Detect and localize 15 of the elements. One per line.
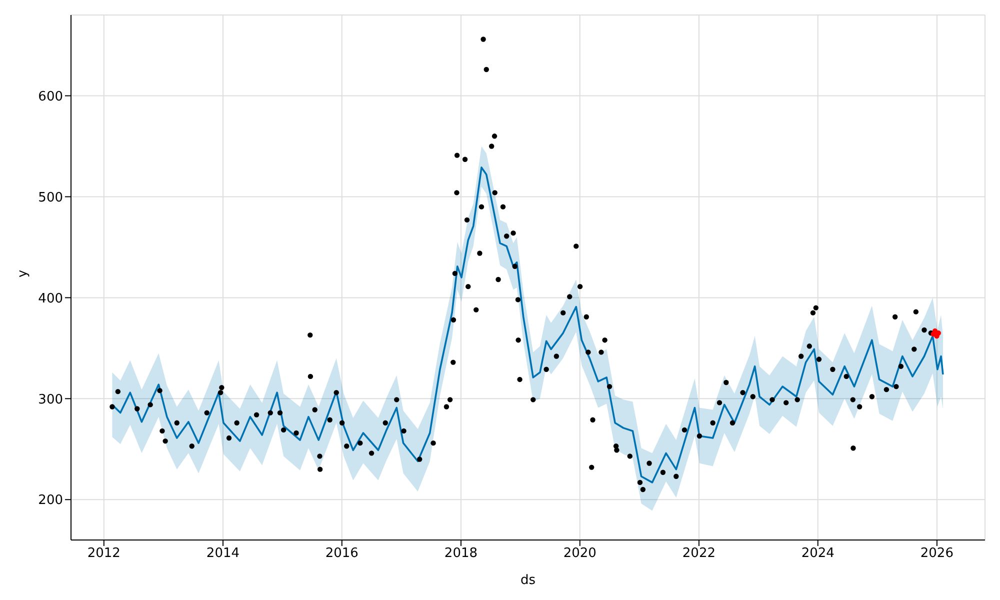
y-tick-label: 500	[38, 190, 63, 206]
y-tick-label: 200	[38, 493, 63, 508]
y-tick-label: 300	[38, 392, 63, 408]
x-tick-label: 2012	[87, 546, 120, 562]
x-tick-label: 2018	[444, 546, 478, 562]
y-tick-label: 400	[38, 291, 63, 306]
x-tick-label: 2022	[682, 546, 716, 562]
x-tick-label: 2016	[325, 546, 358, 562]
x-tick-label: 2024	[801, 546, 834, 562]
x-tick-label: 2026	[920, 546, 954, 562]
x-tick-label: 2020	[563, 546, 596, 562]
x-axis-title: ds	[520, 573, 536, 588]
y-tick-label: 600	[38, 89, 63, 104]
y-axis-title: y	[16, 270, 31, 278]
x-tick-label: 2014	[206, 546, 240, 562]
